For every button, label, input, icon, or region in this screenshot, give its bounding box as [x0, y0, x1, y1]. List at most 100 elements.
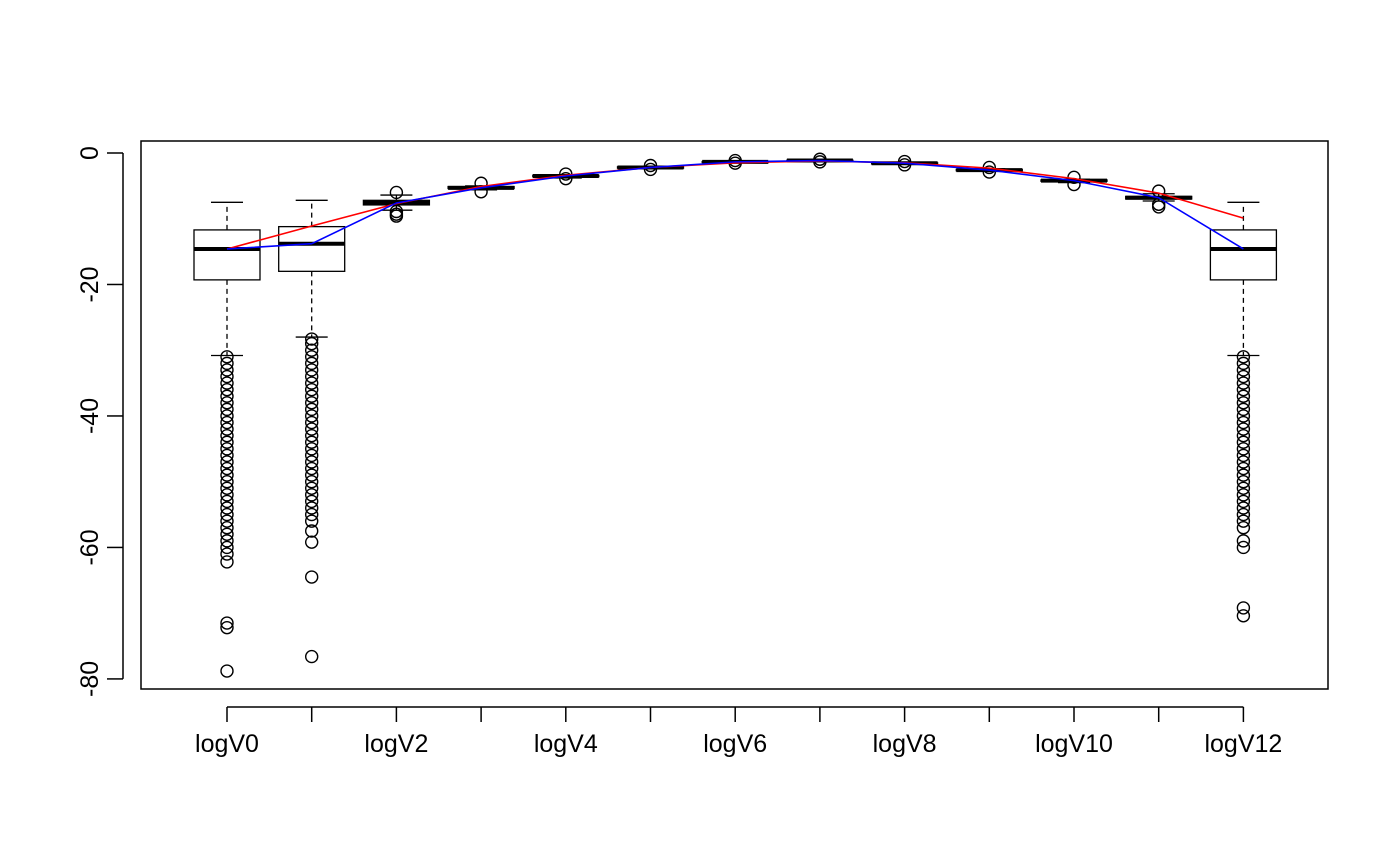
outlier-point: [305, 363, 319, 377]
box-logV1: [278, 199, 346, 664]
plot-border: [140, 140, 1329, 690]
outlier-point: [220, 402, 234, 417]
outlier-point: [220, 468, 234, 482]
outlier-point: [220, 409, 234, 423]
outlier-point: [305, 389, 319, 403]
y-tick-label: -80: [76, 661, 104, 697]
outlier-point: [305, 415, 319, 430]
outlier-point: [1236, 350, 1251, 364]
outlier-point: [305, 570, 319, 584]
outlier-point: [305, 535, 319, 549]
outlier-point: [220, 527, 234, 541]
outlier-point: [1236, 455, 1251, 469]
outlier-point: [305, 332, 319, 346]
outlier-point: [1236, 507, 1251, 522]
outlier-point: [305, 402, 319, 417]
outlier-point: [305, 442, 319, 456]
outlier-point: [643, 162, 658, 177]
outlier-point: [305, 475, 319, 489]
outlier-point: [1236, 363, 1251, 377]
outlier-point: [1236, 540, 1251, 555]
outlier-point: [1236, 475, 1251, 489]
outlier-point: [220, 428, 234, 443]
outlier-point: [1236, 488, 1251, 502]
outlier-point: [220, 501, 234, 515]
x-tick-label: logV4: [534, 730, 598, 758]
outlier-point: [305, 396, 319, 410]
outlier-point: [220, 461, 234, 476]
outlier-point: [220, 540, 234, 555]
outlier-point: [305, 350, 319, 364]
outlier-point: [220, 396, 234, 410]
outlier-point: [1236, 609, 1251, 623]
outlier-point: [1236, 376, 1251, 390]
outlier-point: [220, 664, 234, 678]
series-lines: [226, 159, 1244, 250]
outlier-point: [897, 154, 912, 169]
x-tick-label: logV10: [1035, 730, 1113, 758]
outlier-point: [220, 521, 234, 535]
outlier-point: [389, 209, 404, 223]
outlier-point: [305, 369, 319, 384]
outlier-point: [1236, 402, 1251, 417]
outlier-point: [1236, 601, 1251, 615]
outlier-point: [1236, 501, 1251, 515]
outlier-point: [305, 481, 319, 495]
outlier-point: [220, 435, 234, 449]
outlier-point: [305, 461, 319, 476]
y-tick-label: -60: [76, 529, 104, 565]
outlier-point: [1236, 409, 1251, 423]
outlier-point: [305, 448, 319, 463]
outlier-point: [1236, 415, 1251, 430]
outlier-point: [305, 494, 319, 509]
outlier-point: [305, 468, 319, 482]
x-tick-label: logV6: [703, 730, 767, 758]
outlier-point: [220, 475, 234, 489]
outlier-point: [1236, 428, 1251, 443]
outlier-point: [220, 481, 234, 495]
y-tick-label: -40: [76, 398, 104, 434]
outlier-point: [1236, 389, 1251, 403]
outlier-point: [1236, 356, 1251, 371]
boxes: [193, 152, 1278, 678]
outlier-point: [305, 524, 319, 538]
box-logV0: [193, 201, 261, 678]
outlier-point: [643, 158, 658, 173]
outlier-point: [220, 616, 234, 630]
y-axis: 0 -20 -40 -60 -80: [76, 146, 124, 697]
outlier-point: [305, 376, 319, 390]
outlier-point: [1236, 521, 1251, 535]
y-tick-label: 0: [76, 146, 104, 160]
outlier-point: [220, 369, 234, 384]
outlier-point: [1236, 461, 1251, 476]
box-body: [1209, 229, 1278, 281]
outlier-point: [1236, 396, 1251, 410]
outlier-point: [220, 389, 234, 403]
outlier-point: [305, 649, 319, 664]
outlier-point: [220, 514, 234, 528]
outlier-point: [305, 356, 319, 371]
x-tick-label: logV0: [195, 730, 259, 758]
outlier-point: [897, 158, 912, 172]
outlier-point: [220, 376, 234, 390]
outlier-point: [305, 507, 319, 522]
y-tick-label: -20: [76, 266, 104, 302]
outlier-point: [305, 488, 319, 502]
outlier-point: [220, 448, 234, 463]
outlier-point: [474, 176, 488, 190]
outlier-point: [220, 442, 234, 456]
outlier-point: [559, 171, 573, 186]
outlier-point: [1151, 200, 1166, 214]
outlier-point: [220, 534, 234, 548]
outlier-point: [813, 155, 827, 169]
outlier-point: [1236, 448, 1251, 463]
outlier-point: [1236, 514, 1251, 528]
box-body: [193, 229, 261, 281]
outlier-point: [305, 501, 319, 515]
outlier-point: [220, 620, 234, 635]
outlier-point: [220, 415, 234, 430]
x-tick-label: logV8: [873, 730, 937, 758]
outlier-point: [305, 343, 319, 357]
outlier-point: [305, 422, 319, 436]
outlier-point: [305, 455, 319, 469]
